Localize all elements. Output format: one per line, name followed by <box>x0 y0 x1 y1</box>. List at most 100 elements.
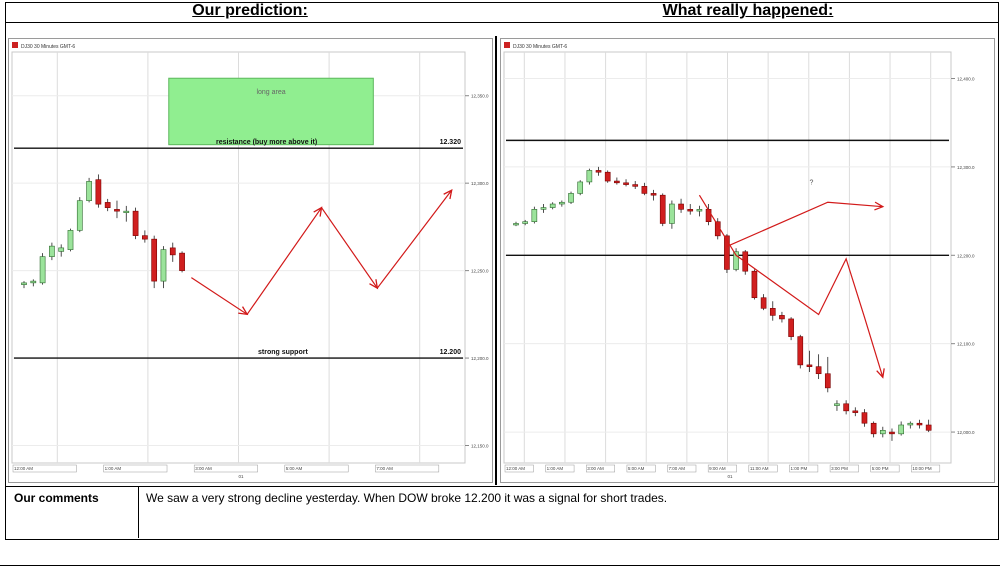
arrow-head <box>313 206 323 217</box>
chart-annotation: ? <box>809 180 813 187</box>
candle-body <box>160 249 167 282</box>
candle-body <box>114 209 120 212</box>
actual-chart: DJ30 30 Minutes GMT-6 12,000.0 12,100.0 12,… <box>500 38 995 483</box>
candle-body <box>95 179 102 205</box>
chart-title: DJ30 30 Minutes GMT-6 <box>513 44 567 50</box>
y-tick-label: 12,150.0 <box>471 444 489 449</box>
candle-body <box>58 247 65 252</box>
candle-body <box>779 315 785 320</box>
arrow-head <box>874 201 885 211</box>
candle-body <box>843 403 849 412</box>
candle-body <box>49 245 55 257</box>
slide-frame <box>5 2 999 540</box>
y-tick-label: 12,300.0 <box>471 181 489 186</box>
candle-body <box>86 181 92 201</box>
x-tick-label: 7:00 AM <box>376 466 393 471</box>
long-area-box <box>168 77 374 146</box>
x-tick-label: 1:00 AM <box>547 466 564 471</box>
candle-body <box>595 170 602 173</box>
date-label: 01 <box>728 474 734 479</box>
comments-col-line <box>138 487 139 538</box>
y-tick-label: 12,400.0 <box>957 77 975 82</box>
comments-text: We saw a very strong decline yesterday. … <box>146 491 668 505</box>
candle-body <box>30 280 37 284</box>
candle-body <box>67 230 74 250</box>
candle-body <box>870 422 877 435</box>
candle-body <box>907 422 914 426</box>
candle-body <box>751 270 758 299</box>
candle-body <box>733 251 739 270</box>
arrow-head <box>443 188 453 200</box>
x-tick-label: 1:00 AM <box>105 466 122 471</box>
candle-body <box>586 170 593 183</box>
candle-body <box>76 200 83 231</box>
x-tick-box <box>789 464 819 473</box>
candle-body <box>724 235 730 270</box>
chart-icon <box>504 42 510 48</box>
candle-body <box>650 193 657 196</box>
chart-icon <box>12 42 18 48</box>
candle-body <box>898 424 904 435</box>
x-tick-box <box>586 464 615 473</box>
y-tick-label: 12,200.0 <box>471 356 489 361</box>
x-tick-box <box>504 464 534 473</box>
candle-body <box>659 194 666 224</box>
candle-body <box>104 202 111 208</box>
candle-body <box>760 297 767 309</box>
candle-body <box>696 209 703 212</box>
candle-body <box>797 336 804 366</box>
candle-body <box>179 252 185 271</box>
y-tick-label: 12,300.0 <box>957 165 975 170</box>
x-tick-box <box>545 464 575 473</box>
candle-body <box>522 221 528 224</box>
candle-body <box>687 209 694 212</box>
long-area-label: long area <box>256 89 285 96</box>
candle-body <box>769 308 776 316</box>
x-tick-label: 3:00 AM <box>587 466 604 471</box>
candle-body <box>123 210 130 213</box>
x-tick-label: 11:00 AM <box>750 466 769 471</box>
candle-body <box>151 238 158 282</box>
y-tick-label: 12,250.0 <box>471 269 489 274</box>
x-tick-label: 10:00 PM <box>912 466 932 471</box>
level-value-label: 12.320 <box>440 139 462 146</box>
candle-body <box>531 209 538 223</box>
comments-top-line <box>5 486 998 487</box>
candle-body <box>815 366 822 375</box>
level-line-label: resistance (buy more above it) <box>216 139 317 146</box>
y-tick-label: 12,000.0 <box>957 430 975 435</box>
x-tick-box <box>284 464 349 473</box>
x-tick-label: 3:00 AM <box>195 466 212 471</box>
x-tick-box <box>748 464 778 473</box>
y-tick-label: 12,200.0 <box>957 253 975 258</box>
header-divider <box>5 22 998 23</box>
candle-body <box>577 181 584 194</box>
x-tick-label: 9:00 AM <box>709 466 726 471</box>
arrow-head <box>369 279 379 290</box>
prediction-heading: Our prediction: <box>192 2 308 19</box>
candle-body <box>604 171 611 182</box>
candle-body <box>540 207 547 210</box>
x-tick-box <box>193 464 258 473</box>
level-value-label: 12.200 <box>440 349 462 356</box>
candle-body <box>678 203 684 210</box>
x-tick-box <box>707 464 737 473</box>
candle-body <box>669 203 675 224</box>
comments-label: Our comments <box>14 491 99 505</box>
x-tick-label: 5:00 PM <box>872 466 889 471</box>
x-tick-box <box>911 464 941 473</box>
candle-body <box>169 247 176 256</box>
x-tick-box <box>870 464 900 473</box>
candle-body <box>623 182 629 185</box>
candle-body <box>852 410 859 413</box>
x-tick-box <box>12 464 77 473</box>
candle-body <box>21 282 27 285</box>
y-tick-label: 12,350.0 <box>471 94 489 99</box>
candle-body <box>925 424 932 431</box>
x-tick-label: 5:00 AM <box>286 466 303 471</box>
candle-body <box>916 422 923 426</box>
candle-body <box>39 256 46 284</box>
x-tick-box <box>667 464 697 473</box>
candle-body <box>824 373 831 389</box>
candle-body <box>559 201 565 205</box>
